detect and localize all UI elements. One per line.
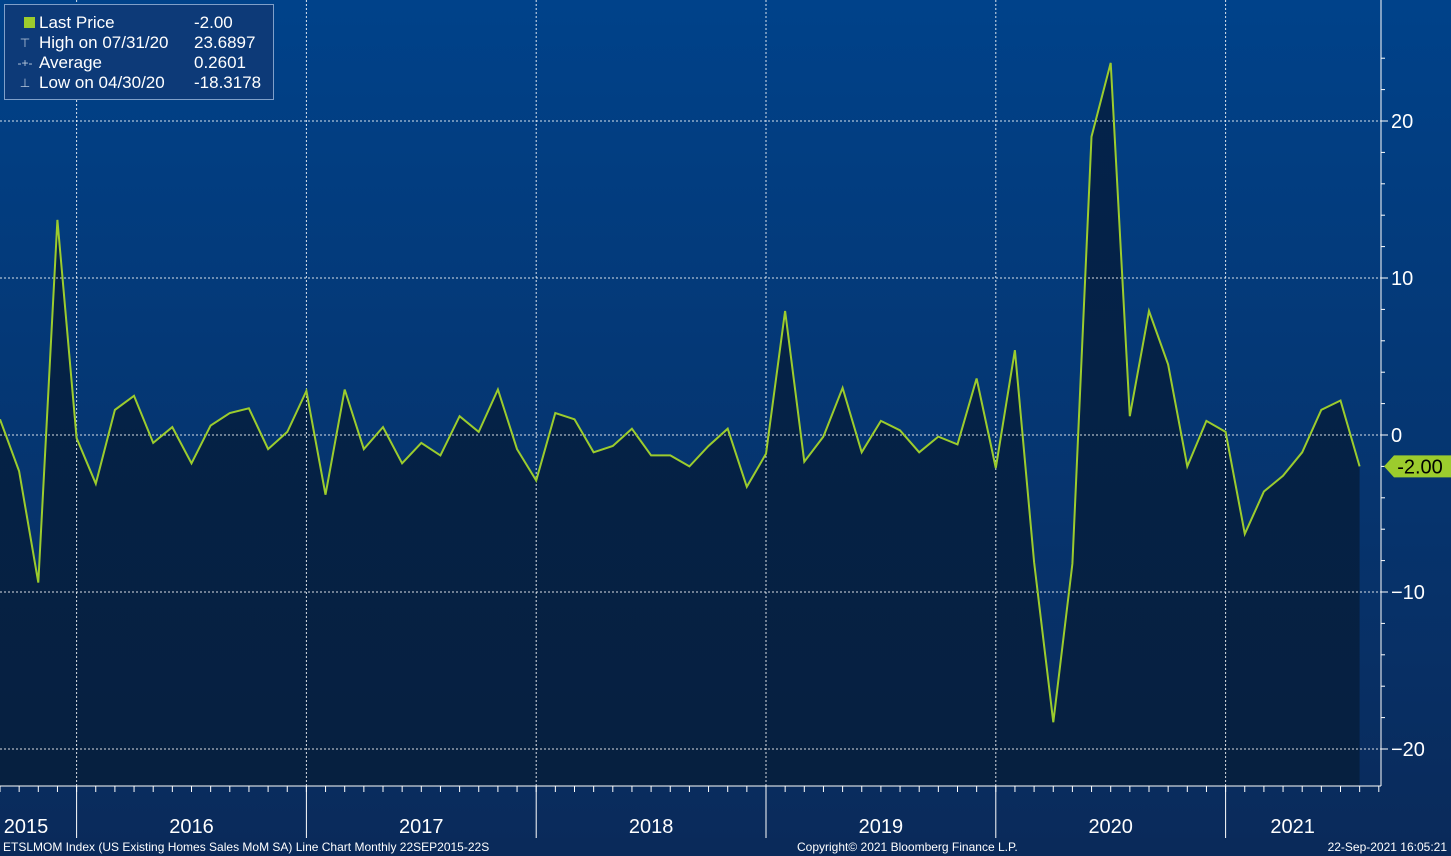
x-tick-label: 2018 (629, 816, 674, 838)
area-fill (0, 62, 1360, 786)
legend-item-last-price: Last Price -2.00 (13, 13, 267, 33)
x-tick-label: 2021 (1270, 816, 1315, 838)
y-tick-label: 0 (1391, 425, 1402, 447)
x-tick-label: 2015 (4, 816, 49, 838)
footer-copyright: Copyright© 2021 Bloomberg Finance L.P. (797, 840, 1018, 854)
y-tick-label: 10 (1391, 268, 1413, 290)
y-tick-label: 20 (1391, 111, 1413, 133)
chart-footer: ETSLMOM Index (US Existing Homes Sales M… (0, 838, 1451, 856)
x-tick-label: 2019 (859, 816, 904, 838)
series-line (0, 62, 1361, 723)
y-tick-label: −10 (1391, 582, 1425, 604)
high-marker-icon: ⊤ (19, 36, 31, 50)
legend-label: High on 07/31/20 (39, 33, 169, 52)
legend-item-low: ⊥ Low on 04/30/20 -18.3178 (13, 73, 267, 93)
legend-label: Last Price (39, 13, 115, 32)
legend-label: Low on 04/30/20 (39, 73, 165, 92)
x-tick-label: 2016 (169, 816, 214, 838)
legend-value: -2.00 (194, 13, 233, 32)
legend-value: 23.6897 (194, 33, 256, 52)
legend-value: -18.3178 (194, 73, 262, 92)
low-marker-icon: ⊥ (19, 76, 31, 90)
legend-value: 0.2601 (194, 53, 246, 72)
legend-item-average: -+- Average 0.2601 (13, 53, 267, 73)
x-tick-label: 2017 (399, 816, 444, 838)
legend-item-high: ⊤ High on 07/31/20 23.6897 (13, 33, 267, 53)
last-value-badge (1384, 455, 1451, 478)
last-value-label: -2.00 (1397, 456, 1443, 478)
last-value-callout: -2.00 (1384, 455, 1451, 478)
average-marker-icon: -+- (17, 56, 33, 70)
legend-label: Average (39, 53, 103, 72)
x-tick-label: 2020 (1088, 816, 1133, 838)
footer-timestamp: 22-Sep-2021 16:05:21 (1327, 840, 1447, 854)
series-square-icon (13, 13, 37, 33)
footer-ticker-description: ETSLMOM Index (US Existing Homes Sales M… (3, 840, 490, 854)
y-tick-label: −20 (1391, 739, 1425, 761)
legend: Last Price -2.00 ⊤ High on 07/31/20 23.6… (4, 4, 274, 100)
